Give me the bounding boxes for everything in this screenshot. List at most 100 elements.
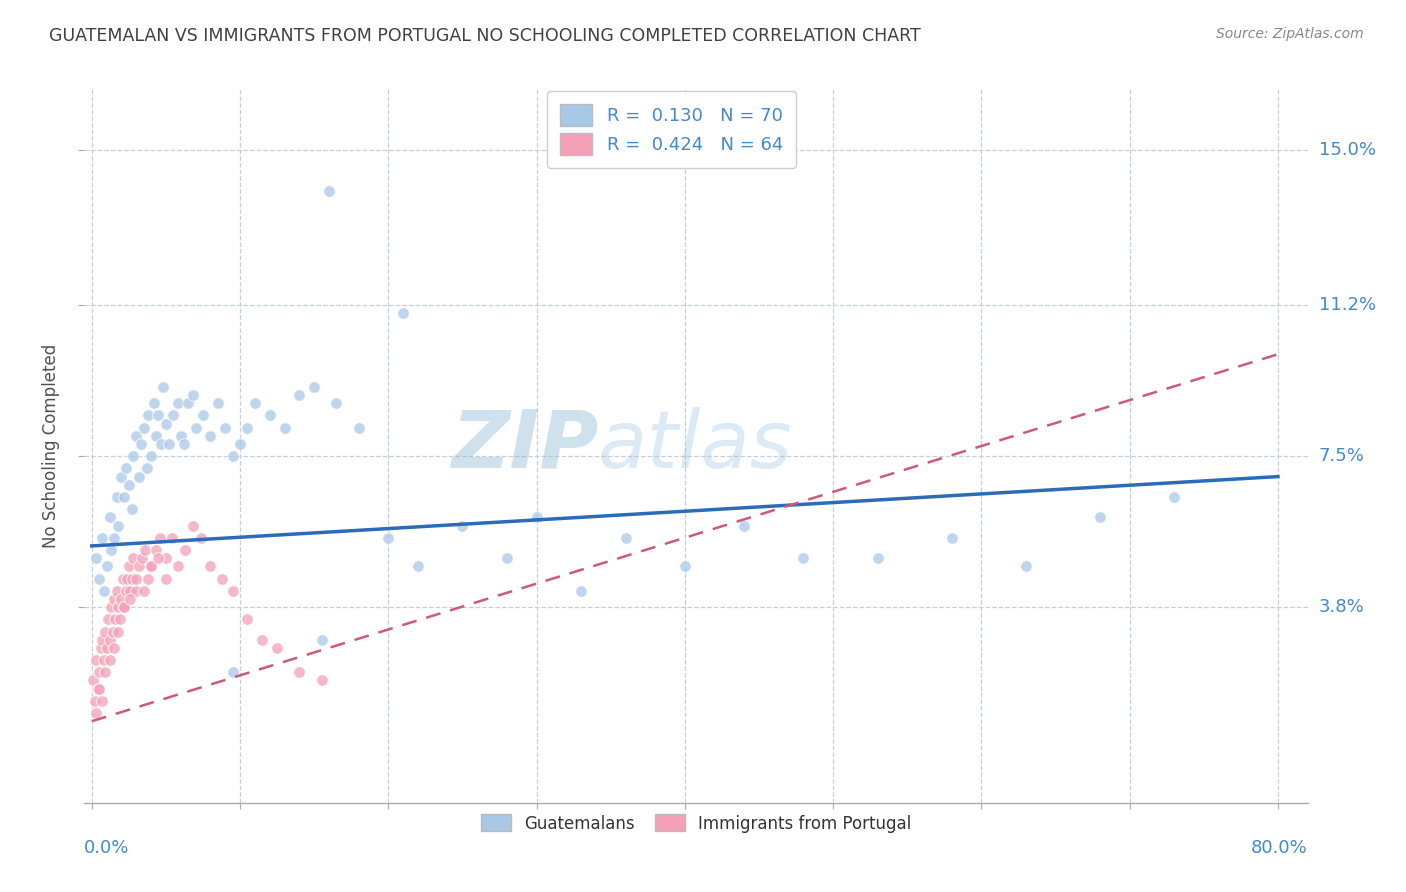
Point bbox=[302, 380, 325, 394]
Point bbox=[173, 437, 195, 451]
Point bbox=[177, 396, 200, 410]
Point bbox=[110, 591, 132, 606]
Point bbox=[128, 469, 150, 483]
Point bbox=[148, 409, 170, 423]
Point bbox=[150, 437, 173, 451]
Point bbox=[149, 531, 172, 545]
Point bbox=[84, 551, 107, 566]
Text: 0.0%: 0.0% bbox=[84, 838, 129, 857]
Point bbox=[347, 420, 370, 434]
Point bbox=[112, 600, 135, 615]
Point bbox=[96, 640, 118, 655]
Point bbox=[174, 543, 197, 558]
Point bbox=[108, 612, 131, 626]
Point bbox=[191, 409, 214, 423]
Point bbox=[101, 624, 124, 639]
Point bbox=[236, 612, 259, 626]
Point bbox=[131, 551, 153, 566]
Point bbox=[94, 624, 117, 639]
Text: 11.2%: 11.2% bbox=[1319, 296, 1376, 314]
Point bbox=[129, 437, 152, 451]
Point bbox=[115, 461, 138, 475]
Point bbox=[569, 583, 592, 598]
Point bbox=[155, 417, 177, 431]
Point bbox=[288, 388, 311, 402]
Point bbox=[221, 449, 243, 463]
Point bbox=[184, 420, 207, 434]
Point bbox=[236, 420, 259, 434]
Point bbox=[135, 461, 157, 475]
Point bbox=[221, 665, 243, 680]
Point bbox=[121, 502, 143, 516]
Point bbox=[89, 681, 111, 696]
Point bbox=[105, 490, 128, 504]
Point bbox=[377, 531, 399, 545]
Point bbox=[160, 531, 183, 545]
Point bbox=[112, 600, 135, 615]
Point bbox=[128, 559, 150, 574]
Point bbox=[89, 572, 111, 586]
Point bbox=[145, 429, 167, 443]
Point bbox=[148, 551, 170, 566]
Point bbox=[166, 396, 188, 410]
Point bbox=[155, 572, 177, 586]
Point bbox=[157, 437, 180, 451]
Point bbox=[139, 559, 162, 574]
Point bbox=[1015, 559, 1038, 574]
Point bbox=[84, 653, 107, 667]
Point bbox=[100, 543, 122, 558]
Point bbox=[89, 665, 111, 680]
Point bbox=[614, 531, 637, 545]
Point bbox=[98, 632, 121, 647]
Point bbox=[84, 706, 107, 720]
Text: GUATEMALAN VS IMMIGRANTS FROM PORTUGAL NO SCHOOLING COMPLETED CORRELATION CHART: GUATEMALAN VS IMMIGRANTS FROM PORTUGAL N… bbox=[49, 27, 921, 45]
Point bbox=[120, 583, 142, 598]
Point bbox=[259, 409, 281, 423]
Text: 15.0%: 15.0% bbox=[1319, 141, 1375, 160]
Text: ZIP: ZIP bbox=[451, 407, 598, 485]
Point bbox=[103, 640, 125, 655]
Point bbox=[103, 591, 125, 606]
Point bbox=[94, 665, 117, 680]
Point bbox=[107, 518, 129, 533]
Point bbox=[107, 624, 129, 639]
Point bbox=[122, 449, 145, 463]
Point bbox=[673, 559, 696, 574]
Point bbox=[139, 559, 162, 574]
Y-axis label: No Schooling Completed: No Schooling Completed bbox=[42, 344, 60, 548]
Point bbox=[103, 531, 125, 545]
Point bbox=[91, 531, 114, 545]
Point bbox=[107, 600, 129, 615]
Text: 80.0%: 80.0% bbox=[1251, 838, 1308, 857]
Point bbox=[90, 640, 112, 655]
Point bbox=[125, 583, 148, 598]
Point bbox=[93, 583, 115, 598]
Point bbox=[166, 559, 188, 574]
Point bbox=[117, 572, 139, 586]
Point bbox=[214, 420, 236, 434]
Point bbox=[221, 583, 243, 598]
Point bbox=[496, 551, 519, 566]
Point bbox=[229, 437, 252, 451]
Point bbox=[311, 673, 333, 688]
Point bbox=[112, 490, 135, 504]
Point bbox=[125, 572, 148, 586]
Point bbox=[118, 477, 141, 491]
Point bbox=[311, 632, 333, 647]
Point bbox=[792, 551, 814, 566]
Text: Source: ZipAtlas.com: Source: ZipAtlas.com bbox=[1216, 27, 1364, 41]
Point bbox=[145, 543, 167, 558]
Point bbox=[91, 694, 114, 708]
Point bbox=[82, 673, 104, 688]
Point bbox=[96, 559, 118, 574]
Point bbox=[190, 531, 212, 545]
Point bbox=[318, 184, 340, 198]
Text: 3.8%: 3.8% bbox=[1319, 598, 1364, 616]
Point bbox=[152, 380, 174, 394]
Point bbox=[170, 429, 193, 443]
Point bbox=[98, 510, 121, 524]
Point bbox=[406, 559, 429, 574]
Point bbox=[207, 396, 229, 410]
Point bbox=[91, 632, 114, 647]
Point bbox=[136, 572, 159, 586]
